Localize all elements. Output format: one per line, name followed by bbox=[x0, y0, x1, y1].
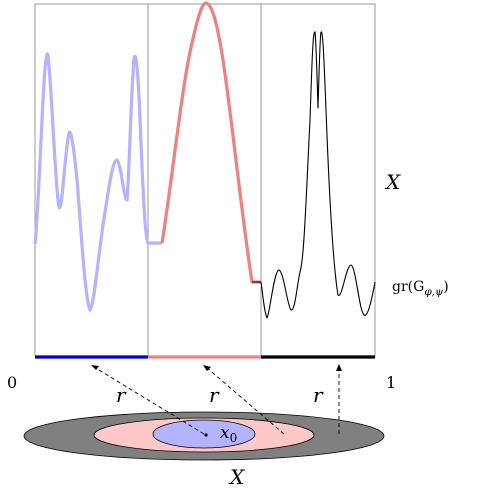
radius-arrows bbox=[93, 366, 340, 435]
arrow-3-head bbox=[336, 364, 342, 371]
radius-label-2: r bbox=[209, 383, 220, 407]
arrow-1-head bbox=[91, 365, 99, 370]
arrow-2 bbox=[205, 366, 285, 435]
point-label: x0 bbox=[220, 423, 237, 445]
space-label-top: X bbox=[384, 170, 401, 194]
axis-start-label: 0 bbox=[7, 373, 17, 392]
curve-2 bbox=[160, 1, 261, 284]
point-dot bbox=[204, 433, 208, 437]
arrow-1 bbox=[93, 366, 205, 435]
radius-label-3: r bbox=[313, 383, 324, 407]
arrow-heads bbox=[91, 364, 342, 371]
curve-3 bbox=[252, 31, 376, 319]
curve-1 bbox=[33, 52, 162, 312]
arrow-2-head bbox=[203, 365, 211, 371]
panel-2-frame bbox=[147, 3, 262, 358]
space-label-bottom: X bbox=[228, 465, 245, 489]
graph-label: gr(Gφ,ψ) bbox=[392, 279, 449, 298]
radius-label-1: r bbox=[116, 383, 127, 407]
axis-end-label: 1 bbox=[386, 373, 396, 392]
panel-3-frame bbox=[260, 3, 376, 358]
